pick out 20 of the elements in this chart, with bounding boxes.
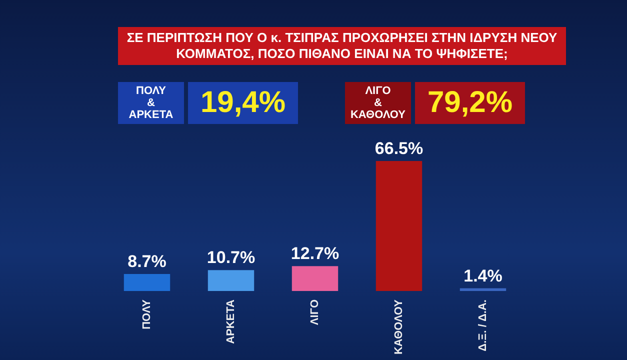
x-tick-label: ΛΙΓΟ <box>309 299 321 326</box>
text: 19,4% <box>188 82 298 124</box>
x-tick-label: Δ.Ξ. / Δ.Α. <box>477 300 489 352</box>
text: ΠΟΛΥ & ΑΡΚΕΤΑ <box>118 85 184 121</box>
chart-title: ΣΕ ΠΕΡΙΠΤΩΣΗ ΠΟΥ Ο κ. ΤΣΙΠΡΑΣ ΠΡΟΧΩΡΗΣΕΙ ΣΤΗΝ ΙΔΡΥΣΗ ΝΕΟΥ ΚΟΜΜΑΤΟΣ, ΠΟΣΟ ΠΙΘΑΝΟ ΕΙΝΑΙ ΝΑ ΤΟ ΨΗΦΙΣΕΤΕ; <box>118 27 566 65</box>
text: 79,2% <box>415 82 525 124</box>
x-tick-label: ΠΟΛΥ <box>141 298 153 330</box>
data-label: 66.5% <box>374 139 424 158</box>
data-label: 1.4% <box>464 266 502 286</box>
bar <box>208 270 254 291</box>
data-label: 10.7% <box>206 248 256 268</box>
x-tick-label: ΚΑΘΟΛΟΥ <box>393 298 405 355</box>
data-label: 12.7% <box>290 244 340 264</box>
bar <box>376 161 422 291</box>
bar <box>292 266 338 291</box>
x-tick-label: ΑΡΚΕΤΑ <box>225 299 237 344</box>
text: ΛΙΓΟ & ΚΑΘΟΛΟΥ <box>345 85 411 121</box>
bar <box>460 288 506 291</box>
bar <box>124 274 170 291</box>
data-label: 8.7% <box>128 252 166 271</box>
